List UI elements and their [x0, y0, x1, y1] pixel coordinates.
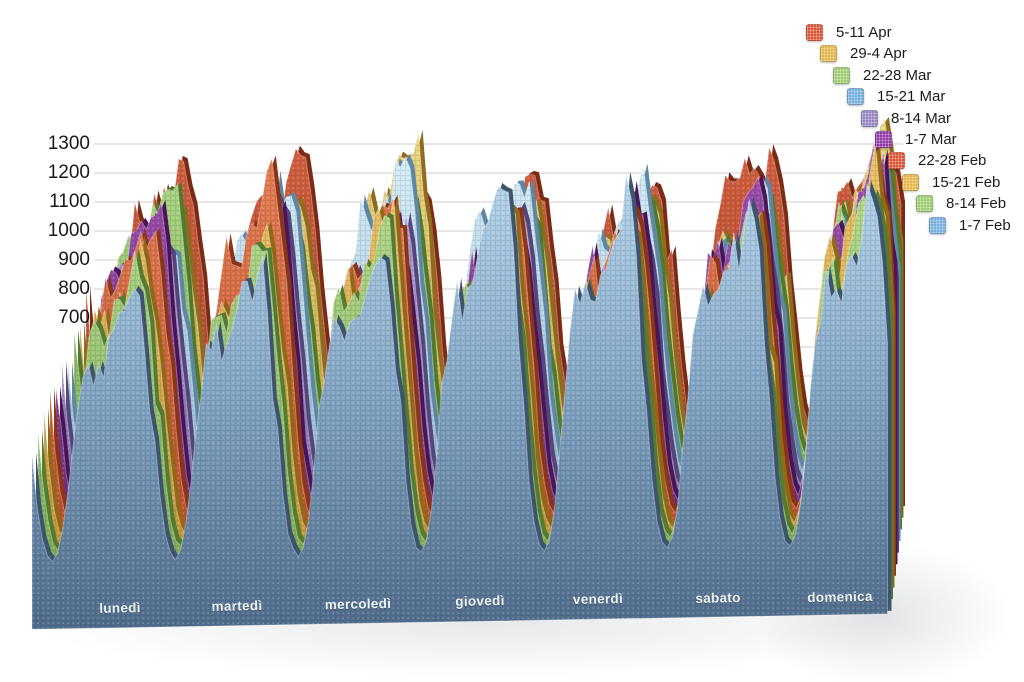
x-axis-day-label: domenica: [807, 588, 873, 606]
x-axis-day-label: venerdì: [572, 590, 624, 608]
legend-label: 22-28 Feb: [918, 151, 987, 169]
legend-entry-1-7-mar[interactable]: 1-7 Mar: [875, 129, 957, 149]
legend-entry-22-28-mar[interactable]: 22-28 Mar: [833, 65, 931, 85]
y-axis-tick-label: 900: [58, 249, 90, 270]
legend-label: 29-4 Apr: [850, 44, 907, 62]
legend-entry-5-11-apr[interactable]: 5-11 Apr: [806, 22, 892, 42]
x-axis-day-label: sabato: [695, 590, 741, 606]
y-axis-tick-label: 800: [58, 278, 90, 299]
legend-entry-22-28-feb[interactable]: 22-28 Feb: [888, 150, 986, 170]
y-axis-tick-label: 1300: [47, 133, 90, 154]
legend-swatch-icon: [916, 194, 933, 212]
legend-swatch-icon: [847, 87, 864, 105]
legend-swatch-icon: [861, 109, 878, 127]
y-axis-tick-label: 700: [58, 307, 90, 328]
legend-swatch-icon: [929, 216, 946, 234]
legend-label: 15-21 Feb: [932, 173, 1001, 191]
legend-entry-29-4-apr[interactable]: 29-4 Apr: [820, 43, 907, 63]
legend-label: 22-28 Mar: [863, 66, 932, 84]
x-axis-day-label: mercoledì: [324, 595, 392, 613]
legend-swatch-icon: [833, 66, 850, 84]
legend-label: 1-7 Mar: [905, 130, 957, 148]
legend-entry-1-7-feb[interactable]: 1-7 Feb: [929, 215, 1011, 235]
legend-entry-8-14-feb[interactable]: 8-14 Feb: [916, 193, 1006, 213]
legend-entry-8-14-mar[interactable]: 8-14 Mar: [861, 108, 951, 128]
legend-label: 1-7 Feb: [959, 216, 1011, 234]
legend-entry-15-21-mar[interactable]: 15-21 Mar: [847, 86, 945, 106]
legend-swatch-icon: [806, 23, 823, 41]
y-axis-tick-label: 1000: [47, 220, 90, 241]
legend-label: 8-14 Mar: [891, 109, 952, 127]
legend-swatch-icon: [902, 173, 919, 191]
legend-label: 15-21 Mar: [877, 87, 946, 105]
series-area-1-7-feb[interactable]: [31, 171, 892, 630]
y-axis-tick-label: 1200: [47, 162, 90, 183]
legend-swatch-icon: [820, 44, 837, 62]
y-axis-tick-label: 1100: [49, 191, 90, 212]
legend-label: 5-11 Apr: [836, 23, 892, 41]
legend-label: 8-14 Feb: [946, 194, 1007, 212]
legend-entry-15-21-feb[interactable]: 15-21 Feb: [902, 172, 1000, 192]
legend-swatch-icon: [875, 130, 892, 148]
x-axis-day-label: martedì: [211, 597, 263, 615]
legend-swatch-icon: [888, 151, 905, 169]
x-axis-day-label: giovedì: [455, 592, 505, 610]
x-axis-day-label: lunedì: [99, 600, 141, 616]
